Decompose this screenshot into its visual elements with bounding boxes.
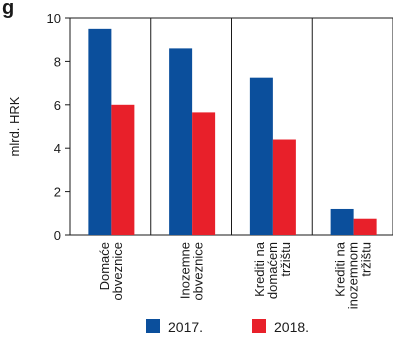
legend-swatch (252, 319, 266, 333)
y-tick-label: 4 (54, 141, 61, 156)
x-tick-label-line: inozemnom (346, 242, 361, 309)
bar-series-1 (249, 77, 273, 235)
x-tick-label: Inozemneobveznice (178, 242, 206, 301)
x-tick-label: Krediti nainozemnomtržištu (333, 241, 374, 309)
x-tick-label-line: obveznice (191, 242, 206, 301)
y-tick-label: 8 (54, 54, 61, 69)
bar-series-2 (111, 104, 135, 235)
x-tick-label-line: Krediti na (333, 241, 348, 297)
y-axis-label: mlrd. HRK (7, 96, 22, 156)
bar-series-1 (88, 28, 112, 235)
x-tick-label: Krediti nadomaćemtržištu (252, 241, 293, 299)
x-tick-label-line: Inozemne (178, 242, 193, 299)
y-tick-label: 0 (54, 228, 61, 243)
x-tick-label-line: tržištu (278, 242, 293, 277)
y-tick-label: 6 (54, 98, 61, 113)
title-fragment: g (2, 0, 14, 19)
x-tick-label: Domaćeobveznice (97, 242, 125, 301)
x-tick-label-line: Krediti na (252, 241, 267, 297)
x-tick-label-line: tržištu (359, 242, 374, 277)
bar-series-1 (169, 48, 193, 235)
legend-swatch (146, 319, 160, 333)
bar-series-2 (272, 139, 296, 235)
y-tick-label: 2 (54, 185, 61, 200)
x-tick-label-line: domaćem (265, 242, 280, 299)
legend-label: 2017. (168, 319, 203, 335)
legend: 2017. 2018. (146, 319, 309, 335)
bar-series-2 (192, 112, 216, 235)
x-tick-label-line: obveznice (110, 242, 125, 301)
bar-series-2 (353, 218, 377, 235)
legend-label: 2018. (274, 319, 309, 335)
x-tick-label-line: Domaće (97, 242, 112, 290)
y-tick-label: 10 (47, 11, 61, 26)
bar-series-1 (330, 208, 354, 235)
